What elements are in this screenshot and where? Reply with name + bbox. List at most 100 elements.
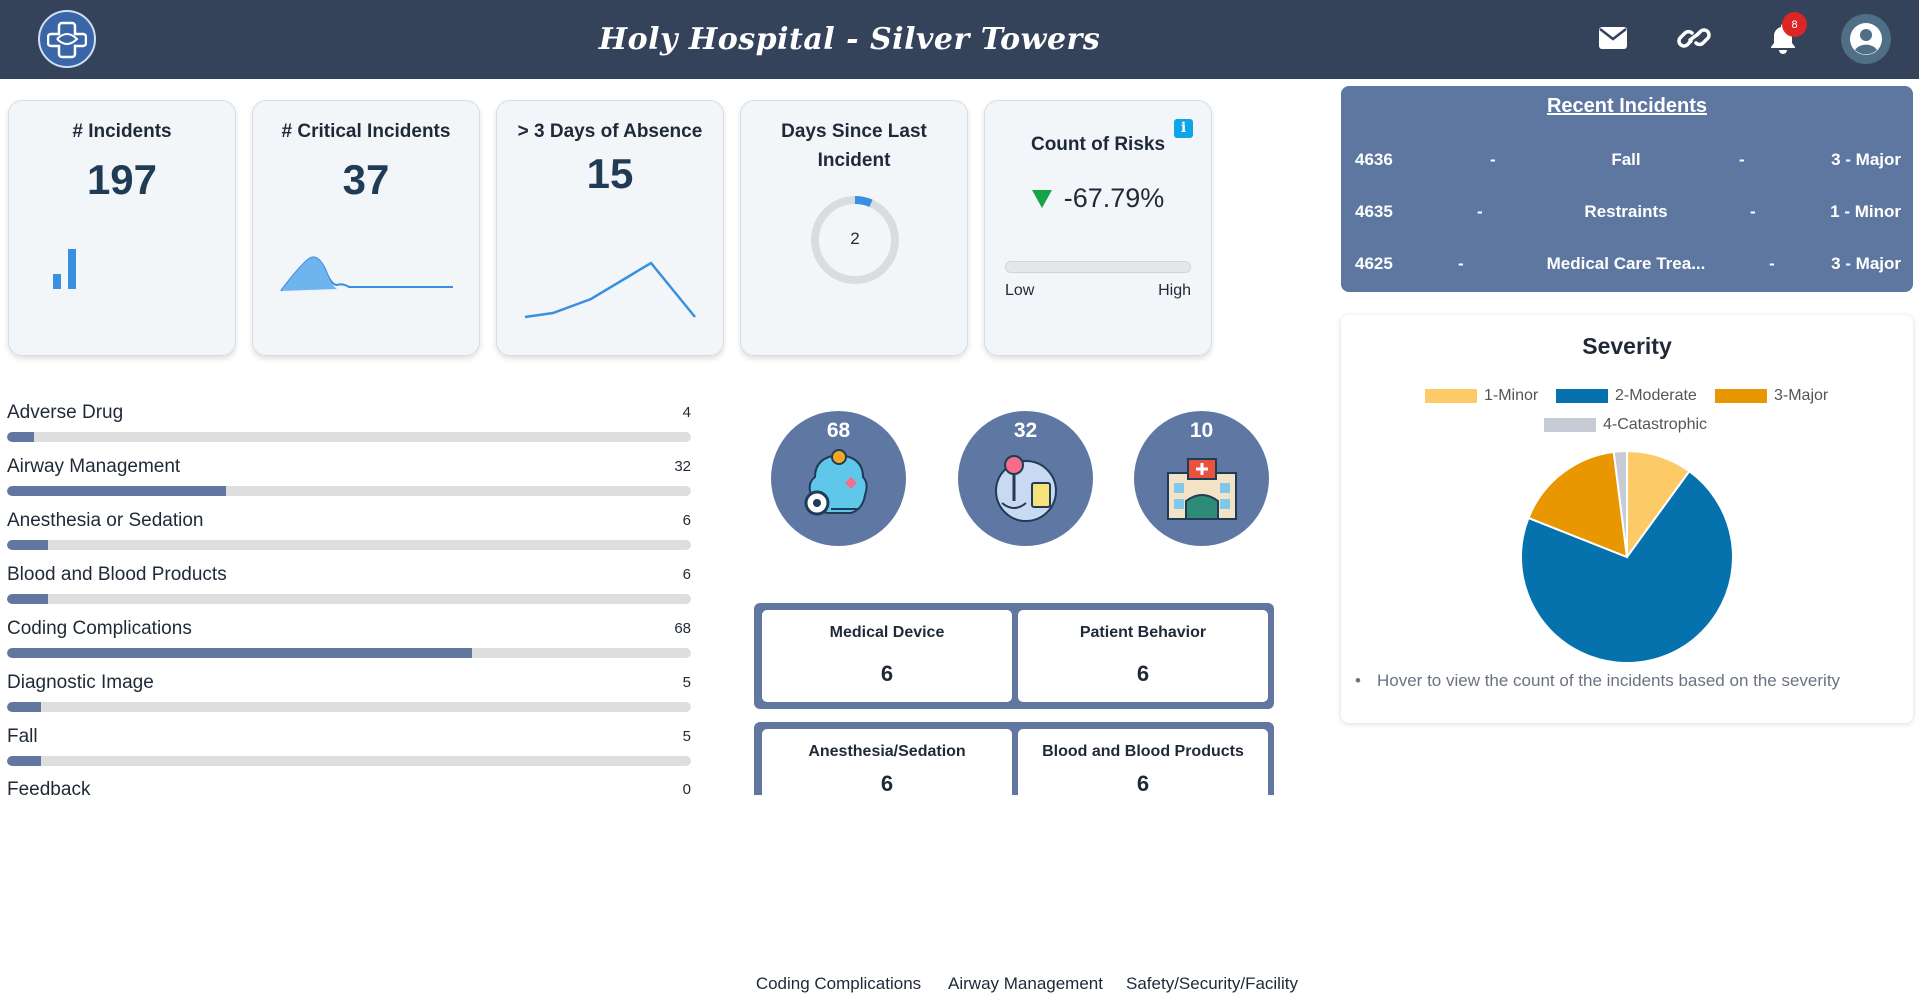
category-box-group: Medical Device 6 Patient Behavior 6 (754, 603, 1274, 709)
critical-incidents-card[interactable]: # Critical Incidents 37 (252, 100, 480, 356)
category-bar-track (7, 702, 691, 712)
top-category-label: Airway Management (948, 974, 1103, 993)
absence-label: > 3 Days of Absence (517, 121, 703, 142)
absence-value: 15 (586, 150, 634, 197)
category-box-value: 6 (880, 771, 894, 796)
category-bar-fill (7, 594, 49, 604)
legend-swatch (1556, 389, 1608, 403)
separator: - (1739, 150, 1745, 169)
recent-incident-row[interactable]: 4635 - Restraints - 1 - Minor (1355, 202, 1901, 226)
risk-high-label: High (1158, 282, 1191, 299)
category-row[interactable]: Airway Management 32 (7, 456, 691, 510)
category-box-group: Anesthesia/Sedation 6 Blood and Blood Pr… (754, 722, 1274, 796)
category-row[interactable]: Coding Complications 68 (7, 618, 691, 672)
category-box[interactable]: Anesthesia/Sedation 6 (762, 729, 1012, 796)
days-since-card[interactable]: Days Since Last Incident 2 (740, 100, 968, 356)
top-category-label: Coding Complications (755, 974, 922, 993)
severity-note: Hover to view the count of the incidents… (1355, 671, 1840, 691)
category-box[interactable]: Medical Device 6 (762, 610, 1012, 702)
category-row[interactable]: Fall 5 (7, 726, 691, 780)
category-bar-fill (7, 540, 49, 550)
absence-card[interactable]: > 3 Days of Absence 15 (496, 100, 724, 356)
category-box-value: 6 (1136, 661, 1150, 686)
separator: - (1458, 254, 1464, 273)
mail-icon[interactable] (1595, 20, 1631, 56)
legend-swatch (1425, 389, 1477, 403)
top-category-count: 10 (1189, 419, 1214, 442)
separator: - (1769, 254, 1775, 273)
risk-level-track (1005, 261, 1191, 273)
category-box-label: Blood and Blood Products (1042, 743, 1244, 760)
legend-label: 3-Major (1774, 387, 1829, 404)
recent-incidents-panel: Recent Incidents 4636 - Fall - 3 - Major… (1341, 86, 1913, 292)
category-name: Adverse Drug (7, 402, 124, 423)
category-count: 5 (682, 728, 691, 745)
recent-incident-row[interactable]: 4636 - Fall - 3 - Major (1355, 150, 1901, 174)
top-category-circle[interactable]: 68 Coding Complications (756, 411, 921, 993)
separator: - (1477, 202, 1483, 221)
category-name: Diagnostic Image (7, 672, 154, 693)
category-bar-track (7, 486, 691, 496)
recent-incident-row[interactable]: 4625 - Medical Care Trea... - 3 - Major (1355, 254, 1901, 278)
category-row[interactable]: Blood and Blood Products 6 (7, 564, 691, 618)
category-bar-fill (7, 486, 226, 496)
category-count: 4 (682, 404, 691, 421)
category-box-label: Anesthesia/Sedation (808, 743, 966, 760)
coding-complications-icon (804, 449, 868, 516)
plus-logo-icon[interactable] (38, 10, 96, 68)
days-since-gauge: 2 (810, 195, 900, 285)
link-icon[interactable] (1676, 20, 1712, 56)
incidents-value: 197 (86, 156, 158, 203)
incident-id: 4636 (1355, 150, 1393, 169)
category-row[interactable]: Anesthesia or Sedation 6 (7, 510, 691, 564)
category-row[interactable]: Diagnostic Image 5 (7, 672, 691, 726)
absence-sparkline-icon (524, 261, 696, 319)
legend-item[interactable]: 2-Moderate (1556, 387, 1697, 405)
category-bar-track (7, 540, 691, 550)
hospital-building-icon (1167, 458, 1237, 520)
category-bar-fill (7, 756, 42, 766)
notification-badge: 8 (1782, 12, 1807, 37)
risks-card[interactable]: i Count of Risks -67.79% Low High (984, 100, 1212, 356)
top-category-label: Safety/Security/Facility (1126, 974, 1298, 993)
incidents-card[interactable]: # Incidents 197 (8, 100, 236, 356)
incident-type: Fall (1611, 150, 1641, 169)
category-bar-track (7, 594, 691, 604)
pie-slice-moderate[interactable] (1520, 469, 1734, 664)
info-icon[interactable]: i (1174, 119, 1193, 138)
chart-title: Severity (1582, 333, 1672, 359)
category-row[interactable]: Feedback 0 (7, 779, 691, 795)
pie-slice-major[interactable] (1527, 450, 1629, 559)
category-count: 68 (674, 620, 691, 637)
risks-label: Count of Risks (1030, 134, 1166, 155)
legend-item[interactable]: 3-Major (1715, 387, 1828, 405)
category-row[interactable]: Adverse Drug 4 (7, 402, 691, 456)
risks-change-value: -67.79% (1063, 183, 1165, 213)
category-box[interactable]: Patient Behavior 6 (1018, 610, 1268, 702)
category-count: 0 (682, 781, 691, 795)
recent-incidents-title[interactable]: Recent Incidents (1546, 95, 1708, 117)
category-bar-fill (7, 702, 42, 712)
top-category-circle[interactable]: 32 Airway Management (948, 411, 1103, 993)
incident-severity: 1 - Minor (1830, 202, 1901, 221)
app-title: Holy Hospital - Silver Towers (598, 22, 1101, 57)
legend-swatch (1544, 418, 1596, 432)
category-count: 6 (682, 512, 691, 529)
category-count: 32 (674, 458, 691, 475)
legend-item[interactable]: 4-Catastrophic (1544, 416, 1707, 434)
incident-id: 4635 (1355, 202, 1393, 221)
top-category-circle[interactable]: 10 Safety/Security/Facility (1126, 411, 1298, 993)
category-box[interactable]: Blood and Blood Products 6 (1018, 729, 1268, 796)
risks-change: -67.79% (985, 183, 1211, 214)
category-box-value: 6 (1136, 771, 1150, 796)
category-bar-track (7, 648, 691, 658)
legend-item[interactable]: 1-Minor (1425, 387, 1538, 405)
bell-icon[interactable]: 8 (1765, 12, 1807, 56)
category-bar-track (7, 432, 691, 442)
incidents-sparkbar-icon (53, 249, 76, 289)
category-count: 5 (682, 674, 691, 691)
pie-slice-catastrophic[interactable] (1612, 449, 1628, 558)
user-avatar-icon[interactable] (1841, 14, 1891, 64)
category-name: Coding Complications (7, 618, 192, 639)
days-since-value: 2 (850, 229, 860, 248)
